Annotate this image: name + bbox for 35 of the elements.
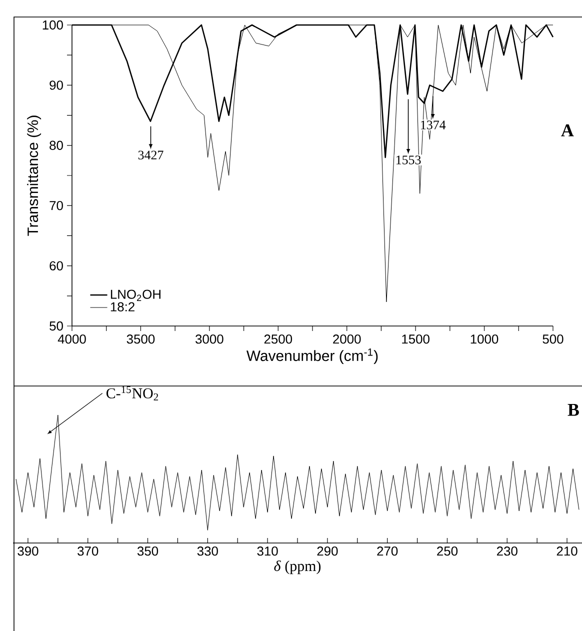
text: C-$^{15}$NO$_{2}$ <box>106 386 158 400</box>
y-tick-label: 100 <box>42 20 63 30</box>
text: A <box>561 124 574 136</box>
legend-label: 18:2 <box>110 302 134 312</box>
y-tick-label: 80 <box>50 140 63 150</box>
x-tick-label: 2000 <box>333 334 361 344</box>
x-tick-label: 210 <box>556 546 578 556</box>
annotation: 1553 <box>396 156 421 164</box>
x-tick-label: 350 <box>137 546 158 556</box>
y-tick-label: 60 <box>50 261 63 270</box>
x-tick-label: 390 <box>18 546 38 556</box>
annotation: 3427 <box>138 150 164 160</box>
x-tick-label: 230 <box>496 546 518 556</box>
x-tick-label: 2500 <box>264 334 292 344</box>
x-tick-label: 370 <box>78 546 98 556</box>
x-tick-label: 4000 <box>58 334 86 344</box>
annotation: 1374 <box>421 120 446 130</box>
x-tick-label: 250 <box>437 546 458 556</box>
x-axis-title: Wavenumber (cm$^{-1}$) <box>246 348 378 364</box>
x-tick-label: 270 <box>377 546 398 556</box>
x-tick-label: 3000 <box>196 334 224 344</box>
y-tick-label: 90 <box>50 80 63 90</box>
annotation: B <box>568 404 579 416</box>
y-tick-label: 70 <box>50 201 63 210</box>
x-tick-label: 1000 <box>470 334 498 344</box>
x-tick-label: 1500 <box>402 334 430 344</box>
legend-label: LNO$_{2}$OH <box>110 290 160 301</box>
x-tick-label: 310 <box>257 546 278 556</box>
x-tick-label: 330 <box>197 546 218 556</box>
y-tick-label: 50 <box>50 321 63 331</box>
x-tick-label: 3500 <box>126 334 155 344</box>
x-tick-label: 500 <box>542 334 564 344</box>
x-tick-label: 290 <box>317 546 338 556</box>
y-axis-title: Transmittance (%) <box>27 116 42 236</box>
x-axis-title: δ (ppm) <box>274 560 321 574</box>
